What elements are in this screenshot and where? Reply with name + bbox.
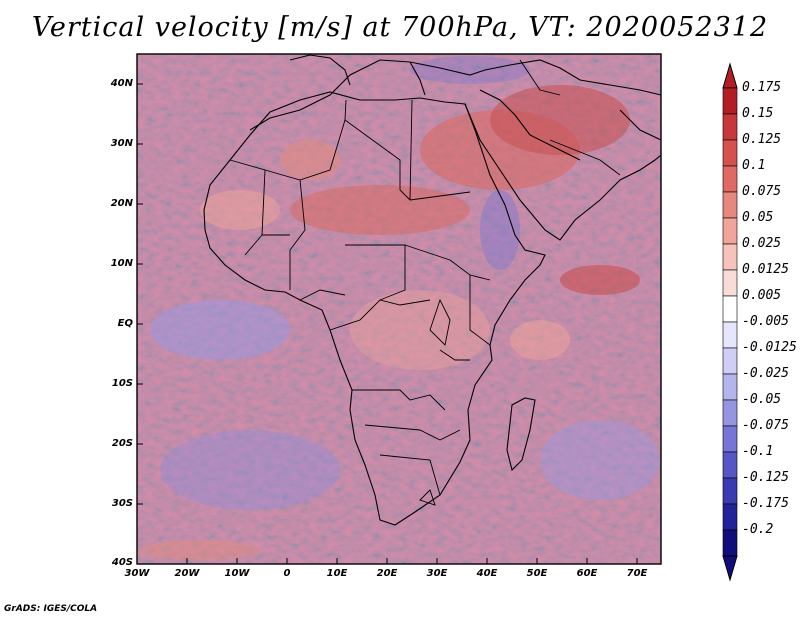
lon-label-30w: 30W: [124, 568, 150, 579]
lon-label-20e: 20E: [376, 568, 398, 579]
lon-label-60e: 60E: [576, 568, 598, 579]
colorbar-top-arrow: [722, 62, 738, 89]
footer-credit: GrADS: IGES/COLA: [4, 604, 98, 614]
colorbar-swatch: [722, 321, 738, 349]
colorbar-label: -0.025: [742, 366, 789, 381]
colorbar: [722, 62, 738, 582]
colorbar-swatch: [722, 191, 738, 219]
lat-label-20s: 20S: [111, 438, 133, 449]
lon-label-70e: 70E: [626, 568, 648, 579]
colorbar-swatch: [722, 425, 738, 453]
lon-label-10w: 10W: [224, 568, 250, 579]
lat-label-30n: 30N: [110, 138, 133, 149]
colorbar-label: 0.05: [742, 210, 774, 225]
coastlines: [203, 54, 662, 526]
colorbar-label: 0.025: [742, 236, 782, 251]
colorbar-label: 0.175: [742, 80, 782, 95]
lat-label-40n: 40N: [110, 78, 133, 89]
colorbar-swatch: [722, 373, 738, 401]
colorbar-bottom-arrow: [722, 555, 738, 582]
colorbar-label: 0.075: [742, 184, 782, 199]
map-title: Vertical velocity [m/s] at 700hPa, VT: 2…: [31, 12, 769, 43]
colorbar-swatch: [722, 529, 738, 557]
colorbar-swatch: [722, 139, 738, 167]
colorbar-swatch: [722, 217, 738, 245]
colorbar-label: -0.175: [742, 496, 789, 511]
colorbar-label: 0.125: [742, 132, 782, 147]
colorbar-label: -0.125: [742, 470, 789, 485]
lat-label-40s: 40S: [111, 557, 133, 568]
colorbar-swatch: [722, 269, 738, 297]
lat-label-eq: EQ: [117, 318, 133, 329]
borders: [229, 59, 621, 506]
colorbar-label: -0.0125: [742, 340, 797, 355]
lat-label-10n: 10N: [110, 258, 133, 269]
lon-label-0: 0: [283, 568, 291, 579]
colorbar-label: -0.2: [742, 522, 774, 537]
colorbar-label: -0.005: [742, 314, 789, 329]
colorbar-swatch: [722, 165, 738, 193]
lon-label-10e: 10E: [326, 568, 348, 579]
colorbar-label: 0.005: [742, 288, 782, 303]
colorbar-label: -0.1: [742, 444, 774, 459]
colorbar-swatch: [722, 113, 738, 141]
lat-label-30s: 30S: [111, 498, 133, 509]
colorbar-swatch: [722, 347, 738, 375]
lat-label-10s: 10S: [111, 378, 133, 389]
lon-label-50e: 50E: [526, 568, 548, 579]
colorbar-swatch: [722, 295, 738, 323]
colorbar-swatch: [722, 243, 738, 271]
colorbar-label: -0.075: [742, 418, 789, 433]
map-frame: [136, 53, 662, 565]
colorbar-label: 0.0125: [742, 262, 789, 277]
lat-label-20n: 20N: [110, 198, 133, 209]
lon-label-40e: 40E: [476, 568, 498, 579]
colorbar-swatch: [722, 399, 738, 427]
field-patches: [140, 56, 660, 560]
colorbar-swatch: [722, 87, 738, 115]
colorbar-label: -0.05: [742, 392, 782, 407]
colorbar-swatch: [722, 477, 738, 505]
colorbar-swatch: [722, 451, 738, 479]
colorbar-swatch: [722, 503, 738, 531]
lon-label-20w: 20W: [174, 568, 200, 579]
axis-ticks: [136, 83, 638, 565]
colorbar-label: 0.15: [742, 106, 774, 121]
lon-label-30e: 30E: [426, 568, 448, 579]
colorbar-label: 0.1: [742, 158, 766, 173]
